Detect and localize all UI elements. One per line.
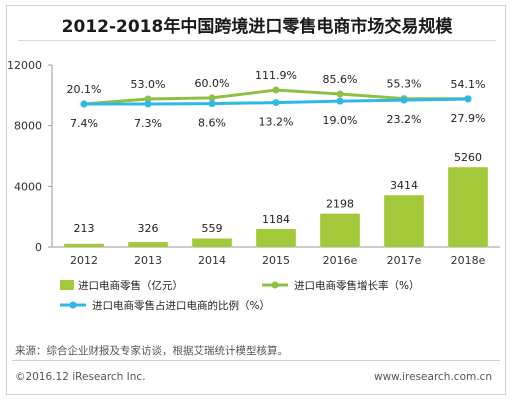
x-tick-label: 2017e	[387, 254, 422, 267]
bar-value-label: 326	[138, 222, 159, 235]
share-label: 7.3%	[134, 117, 162, 130]
bar	[128, 242, 168, 247]
growth-rate-label: 53.0%	[131, 78, 166, 91]
title-divider	[18, 40, 496, 41]
growth-rate-point	[272, 86, 280, 94]
bar-value-label: 2198	[326, 198, 354, 211]
legend-growth-label: 进口电商零售增长率（%）	[294, 279, 419, 292]
bar	[64, 243, 104, 247]
share-label: 8.6%	[198, 117, 226, 130]
y-tick-label: 8000	[14, 120, 42, 133]
growth-rate-point	[144, 95, 152, 103]
share-point	[400, 96, 408, 104]
growth-rate-label: 54.1%	[451, 78, 486, 91]
bar-value-label: 1184	[262, 213, 290, 226]
growth-rate-label: 111.9%	[255, 69, 297, 82]
y-tick-label: 0	[35, 241, 42, 254]
growth-rate-label: 20.1%	[67, 83, 102, 96]
growth-rate-label: 85.6%	[323, 73, 358, 86]
bar	[320, 213, 360, 247]
growth-rate-label: 60.0%	[195, 77, 230, 90]
legend-bar-swatch	[60, 280, 74, 290]
growth-rate-label: 55.3%	[387, 78, 422, 91]
bar-value-label: 3414	[390, 179, 418, 192]
source-note: 来源：综合企业财报及专家访谈，根据艾瑞统计模型核算。	[15, 345, 288, 357]
share-label: 23.2%	[387, 113, 422, 126]
share-label: 7.4%	[70, 117, 98, 130]
growth-rate-point	[336, 90, 344, 98]
bar-value-label: 213	[74, 222, 95, 235]
share-label: 13.2%	[259, 116, 294, 129]
chart-title: 2012-2018年中国跨境进口零售电商市场交易规模	[61, 17, 453, 37]
share-point	[80, 100, 88, 108]
website-text: www.iresearch.com.cn	[373, 371, 492, 383]
bar	[448, 167, 488, 247]
footer-divider	[12, 360, 500, 361]
bar	[256, 229, 296, 247]
growth-rate-point	[208, 94, 216, 102]
legend-growth-marker	[271, 281, 279, 289]
bar	[384, 195, 424, 247]
share-point	[464, 95, 472, 103]
bar-value-label: 5260	[454, 151, 482, 164]
share-point	[336, 97, 344, 105]
x-tick-label: 2016e	[323, 254, 358, 267]
share-label: 19.0%	[323, 114, 358, 127]
x-tick-label: 2018e	[451, 254, 486, 267]
share-label: 27.9%	[451, 112, 486, 125]
share-point	[272, 99, 280, 107]
share-point	[208, 100, 216, 108]
x-tick-label: 2015	[262, 254, 290, 267]
y-tick-label: 4000	[14, 180, 42, 193]
bar-value-label: 559	[202, 222, 223, 235]
x-tick-label: 2014	[198, 254, 226, 267]
share-point	[144, 100, 152, 108]
copyright-text: ©2016.12 iResearch Inc.	[15, 371, 146, 383]
legend-bar-label: 进口电商零售（亿元）	[78, 279, 183, 292]
x-tick-label: 2012	[70, 254, 98, 267]
y-tick-label: 12000	[7, 59, 42, 72]
legend-share-label: 进口电商零售占进口电商的比例（%）	[92, 299, 270, 312]
x-tick-label: 2013	[134, 254, 162, 267]
legend-share-marker	[69, 301, 77, 309]
bar	[192, 238, 232, 247]
